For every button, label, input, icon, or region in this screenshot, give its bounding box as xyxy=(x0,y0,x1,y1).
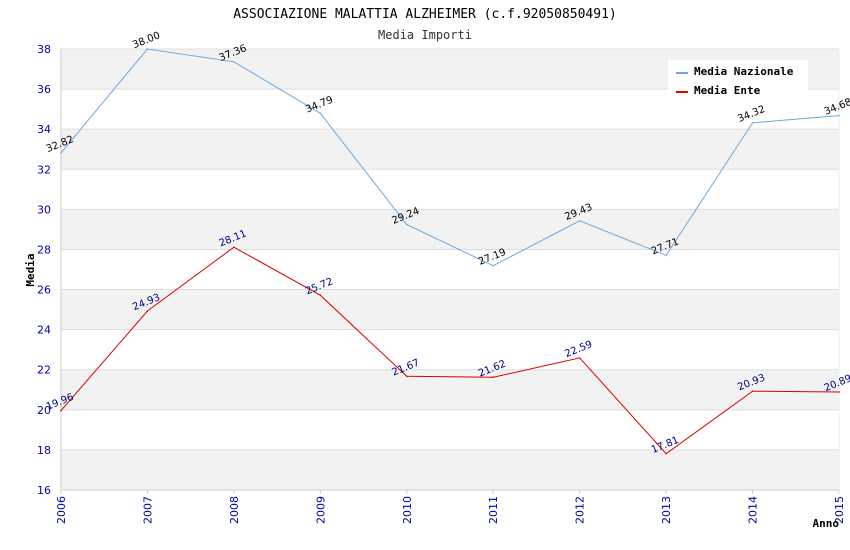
x-tick-labels: 2006 2007 2008 2009 2010 2011 2012 2013 2014 2015 xyxy=(55,496,846,524)
x-tick-label: 2008 xyxy=(228,496,241,524)
grid-band xyxy=(61,449,839,490)
axes xyxy=(60,49,840,494)
data-point xyxy=(233,61,235,63)
x-tick-label: 2011 xyxy=(487,496,500,524)
data-point xyxy=(751,121,754,124)
y-tick-labels: 16 18 20 22 24 26 28 30 32 34 36 38 xyxy=(37,43,51,497)
plot-area xyxy=(61,49,839,490)
data-point xyxy=(60,409,62,412)
grid-band xyxy=(61,289,839,330)
grid-band xyxy=(61,209,839,250)
x-tick-label: 2012 xyxy=(574,496,587,524)
data-point xyxy=(838,391,840,393)
data-point xyxy=(319,294,322,296)
data-point xyxy=(838,114,840,117)
grid-band xyxy=(61,369,839,410)
data-point xyxy=(665,254,667,257)
y-tick-label: 16 xyxy=(37,484,51,497)
data-point xyxy=(492,264,495,267)
legend-label-media-ente: Media Ente xyxy=(694,84,761,97)
chart-subtitle: Media Importi xyxy=(378,28,472,42)
y-tick-label: 18 xyxy=(37,444,51,457)
data-point xyxy=(60,152,62,154)
x-tick-label: 2007 xyxy=(141,496,154,524)
series-lines xyxy=(60,48,840,455)
data-point xyxy=(146,310,149,312)
grid-band xyxy=(61,129,839,170)
x-tick-label: 2013 xyxy=(660,496,673,524)
chart-title: ASSOCIAZIONE MALATTIA ALZHEIMER (c.f.920… xyxy=(233,7,617,22)
data-point xyxy=(319,112,322,115)
data-point xyxy=(233,246,235,249)
data-label: 38.00 xyxy=(131,30,162,51)
x-tick-label: 2010 xyxy=(401,496,414,524)
data-point xyxy=(146,48,149,50)
data-point xyxy=(751,390,754,392)
data-point xyxy=(492,376,495,379)
series-line-0 xyxy=(60,48,840,267)
x-axis-label: Anno xyxy=(813,517,840,530)
data-point xyxy=(405,375,408,378)
x-tick-label: 2006 xyxy=(55,496,68,524)
legend: Media Nazionale Media Ente xyxy=(668,60,808,100)
data-point xyxy=(665,452,667,455)
legend-label-media-nazionale: Media Nazionale xyxy=(694,65,794,78)
y-tick-label: 28 xyxy=(37,243,51,256)
data-point xyxy=(578,357,581,359)
data-point xyxy=(405,223,408,226)
y-tick-label: 36 xyxy=(37,83,51,96)
x-tick-label: 2015 xyxy=(833,496,846,524)
data-point xyxy=(578,219,581,222)
y-tick-label: 38 xyxy=(37,43,51,56)
legend-box xyxy=(668,60,808,100)
y-tick-label: 26 xyxy=(37,284,51,297)
series-line-1 xyxy=(60,246,840,455)
x-tick-label: 2009 xyxy=(314,496,327,524)
x-tick-label: 2014 xyxy=(747,496,760,524)
y-axis-label: Media xyxy=(24,253,37,286)
y-tick-label: 30 xyxy=(37,203,51,216)
y-tick-label: 22 xyxy=(37,364,51,377)
y-tick-label: 24 xyxy=(37,324,51,337)
y-tick-label: 20 xyxy=(37,404,51,417)
plot-background xyxy=(61,49,839,490)
y-tick-label: 34 xyxy=(37,123,51,136)
y-tick-label: 32 xyxy=(37,163,51,176)
